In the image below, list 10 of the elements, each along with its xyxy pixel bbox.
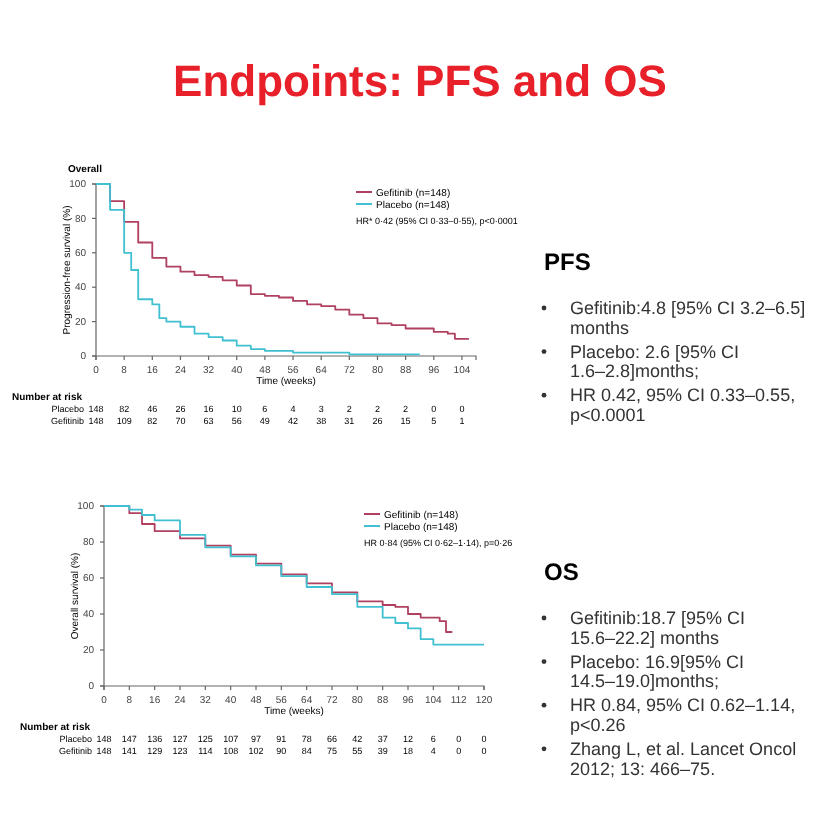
text: Gefitinib:18.7 [95% CI 15.6–22.2] months (570, 608, 746, 648)
text: PFS (544, 248, 591, 276)
text: Placebo: 2.6 [95% CI 1.6–2.8]months; (570, 341, 740, 382)
text: HR 0.42, 95% CI 0.33–0.55, p<0.0001 (570, 385, 796, 425)
text: Placebo: 16.9[95% CI 14.5–19.0]months; (570, 651, 745, 692)
chart-title: Endpoints: PFS and OS (173, 56, 667, 106)
text: Zhang L, et al. Lancet Oncol 2012; 13: 466–75. (570, 738, 797, 779)
text: Gefitinib:4.8 [95% CI 3.2–6.5] months (570, 298, 806, 338)
text: HR 0.84, 95% CI 0.62–1.14, p<0.26 (570, 695, 796, 735)
text: OS (544, 558, 579, 586)
